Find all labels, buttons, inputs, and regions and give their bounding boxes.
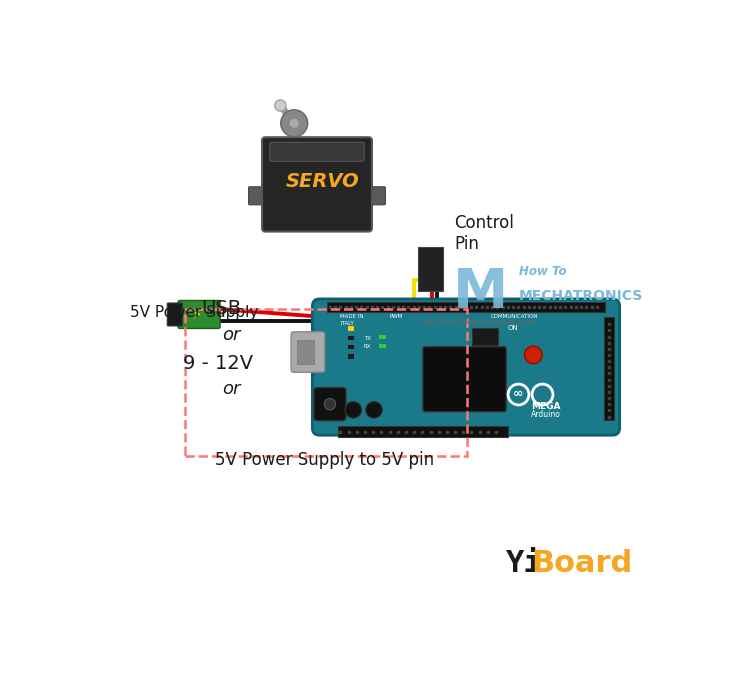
Text: USB: USB [201,299,242,318]
Text: MADE IN: MADE IN [340,314,364,319]
Text: www.HowToMechatronics.com: www.HowToMechatronics.com [420,318,535,327]
FancyBboxPatch shape [270,142,364,162]
FancyBboxPatch shape [423,347,506,412]
Text: TX: TX [364,336,371,341]
Circle shape [289,118,299,129]
Text: MEGA: MEGA [531,402,560,411]
FancyBboxPatch shape [368,187,386,205]
FancyBboxPatch shape [262,137,372,232]
Bar [472,328,498,345]
Text: 5V Power Supply to 5V pin: 5V Power Supply to 5V pin [215,451,434,469]
Text: Control
Pin: Control Pin [454,214,514,253]
Text: ON: ON [508,325,518,331]
Circle shape [324,398,336,410]
Text: POWER: POWER [347,441,370,446]
Text: How To: How To [519,264,567,278]
Text: or: or [222,326,241,344]
Text: SERVO: SERVO [285,172,359,191]
Bar [380,335,386,339]
Circle shape [366,402,382,418]
Text: ⚡: ⚡ [192,307,202,322]
Bar [184,309,467,456]
FancyBboxPatch shape [312,299,620,435]
Text: ANALOG IN: ANALOG IN [427,441,461,446]
Bar [348,326,354,330]
Text: PWM: PWM [389,314,403,319]
FancyBboxPatch shape [314,388,346,421]
Bar [297,340,314,365]
Text: ITALY: ITALY [340,321,354,326]
Text: MECHATRONICS: MECHATRONICS [519,289,644,303]
Bar [380,344,386,347]
Bar [348,355,354,359]
Text: Yi: Yi [506,549,543,578]
Circle shape [524,346,542,363]
Bar [348,336,354,340]
FancyBboxPatch shape [178,300,220,328]
Circle shape [274,100,286,111]
FancyBboxPatch shape [248,187,266,205]
Text: or: or [222,380,241,398]
Text: 5V Power Supply: 5V Power Supply [130,306,259,320]
FancyBboxPatch shape [291,332,325,372]
Text: ∞: ∞ [513,388,523,400]
Circle shape [280,110,308,137]
Text: Arduino: Arduino [530,410,560,419]
Circle shape [345,402,362,418]
Bar [327,302,604,312]
Bar [338,427,508,437]
Bar [604,316,614,420]
Text: Board: Board [531,549,632,578]
Bar [418,246,443,291]
Bar [348,345,354,349]
FancyBboxPatch shape [167,303,182,326]
Text: M: M [452,267,508,320]
Text: RX: RX [364,345,371,349]
Text: 9 - 12V: 9 - 12V [184,354,254,373]
Text: COMMUNICATION: COMMUNICATION [490,314,538,319]
